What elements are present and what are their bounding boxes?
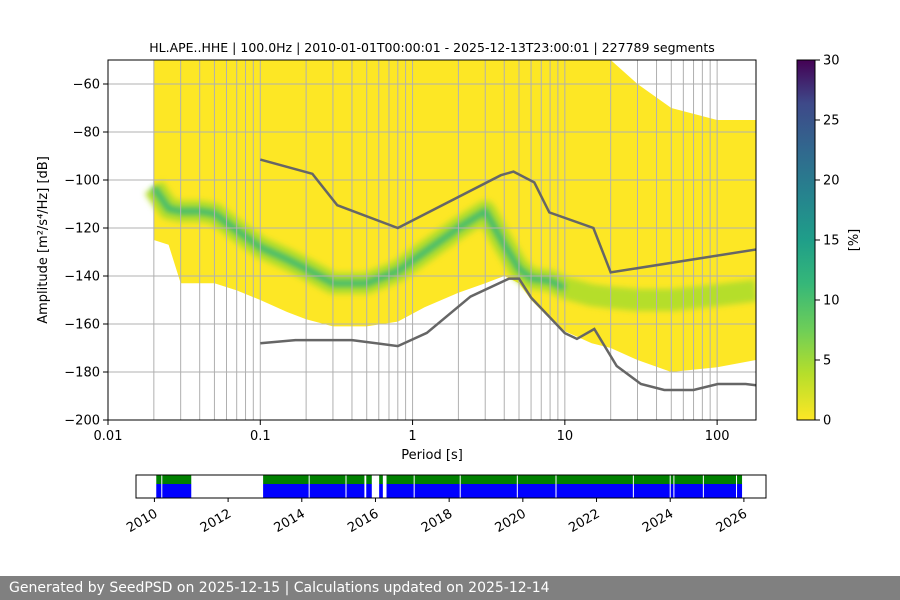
ppsd-band-area <box>153 60 756 372</box>
availability-year-label: 2026 <box>714 506 750 536</box>
colorbar-tick-label: 25 <box>823 114 840 129</box>
footer-text: Generated by SeedPSD on 2025-12-15 | Cal… <box>9 580 550 596</box>
ppsd-figure: HL.APE..HHE | 100.0Hz | 2010-01-01T00:00… <box>36 40 862 536</box>
availability-year-label: 2024 <box>640 506 676 536</box>
availability-year-label: 2022 <box>566 506 602 536</box>
colorbar-label: [%] <box>847 229 862 252</box>
colorbar-tick-label: 10 <box>823 294 840 309</box>
availability-segment-top <box>379 475 383 484</box>
colorbar-tick-label: 20 <box>823 174 840 189</box>
y-tick-label: −100 <box>64 174 100 189</box>
availability-year-label: 2010 <box>124 506 160 536</box>
availability-segment-top <box>156 475 192 484</box>
colorbar <box>796 59 816 421</box>
y-tick-label: −120 <box>64 222 100 237</box>
availability-year-label: 2012 <box>198 506 234 536</box>
availability-segment-bottom <box>366 484 372 498</box>
x-axis: 0.01 0.1 1 10 100 <box>94 420 730 444</box>
x-tick-label: 100 <box>705 429 730 444</box>
x-tick-label: 0.1 <box>250 429 271 444</box>
nlnm-line <box>260 277 756 392</box>
availability-segment-bottom <box>156 484 192 498</box>
y-tick-label: −160 <box>64 318 100 333</box>
colorbar-axis: 0 5 10 15 20 25 30 <box>815 54 840 429</box>
ppsd-plot-area <box>108 60 756 420</box>
x-axis-label: Period [s] <box>401 448 463 463</box>
data-availability-strip <box>156 475 743 498</box>
x-tick-label: 0.01 <box>94 429 123 444</box>
availability-segment-top <box>263 475 365 484</box>
y-tick-label: −60 <box>73 78 100 93</box>
x-tick-label: 10 <box>557 429 574 444</box>
plot-grid <box>108 60 756 420</box>
availability-year-label: 2016 <box>345 506 381 536</box>
colorbar-tick-label: 30 <box>823 54 840 69</box>
availability-segment-top <box>366 475 372 484</box>
availability-year-axis: 2010 2012 2014 2016 2018 2020 2022 2024 2026 <box>124 498 750 536</box>
availability-frame <box>135 474 767 499</box>
availability-year-label: 2014 <box>272 506 308 536</box>
footer-bar: Generated by SeedPSD on 2025-12-15 | Cal… <box>0 576 900 600</box>
nhnm-line <box>259 158 756 274</box>
availability-year-label: 2020 <box>493 506 529 536</box>
availability-segment-bottom <box>386 484 743 498</box>
colorbar-tick-label: 15 <box>823 234 840 249</box>
y-tick-label: −140 <box>64 270 100 285</box>
colorbar-tick-label: 0 <box>823 414 831 429</box>
y-axis: −60 −80 −100 −120 −140 −160 −180 −200 <box>64 78 108 429</box>
plot-frame <box>107 59 757 421</box>
y-tick-label: −80 <box>73 126 100 141</box>
colorbar-tick-label: 5 <box>823 354 831 369</box>
y-tick-label: −200 <box>64 414 100 429</box>
y-tick-label: −180 <box>64 366 100 381</box>
ppsd-band-mode <box>150 185 567 292</box>
availability-year-label: 2018 <box>419 506 455 536</box>
chart-title: HL.APE..HHE | 100.0Hz | 2010-01-01T00:00… <box>149 40 715 55</box>
x-tick-label: 1 <box>408 429 416 444</box>
availability-segment-top <box>386 475 743 484</box>
y-axis-label: Amplitude [m²/s⁴/Hz] [dB] <box>36 156 51 324</box>
availability-segment-bottom <box>263 484 365 498</box>
availability-segment-bottom <box>379 484 383 498</box>
